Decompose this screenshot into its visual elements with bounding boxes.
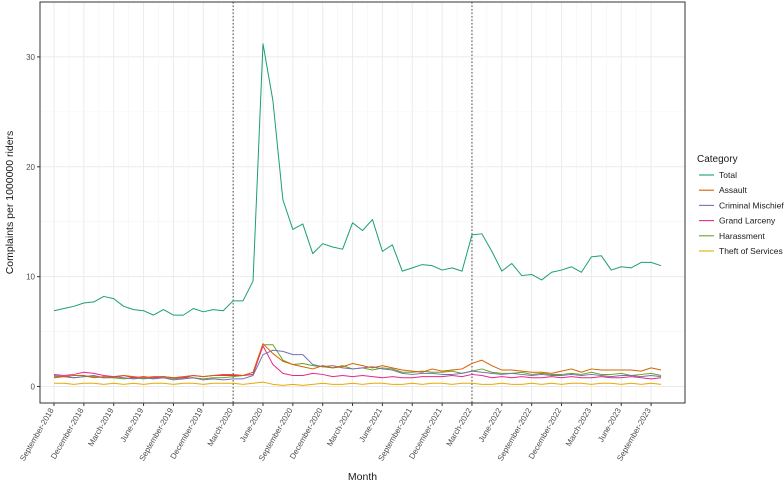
x-tick-label: June-2020	[238, 406, 265, 444]
plot-background	[40, 2, 685, 403]
x-tick-label: June-2022	[477, 406, 504, 444]
x-tick-label: March-2019	[86, 406, 115, 448]
legend-label: Harassment	[719, 231, 765, 241]
series-line-theft-of-services	[54, 381, 662, 386]
x-tick-label: December-2019	[169, 406, 206, 461]
legend-label: Assault	[719, 185, 748, 195]
y-axis-ticks: 0 10 20 30	[26, 53, 40, 392]
series-line-total	[53, 43, 662, 316]
x-tick-label: June-2023	[596, 406, 623, 444]
series-line-criminal-mischief	[53, 349, 662, 381]
series-lines	[53, 43, 662, 386]
legend-label: Total	[719, 170, 737, 180]
y-tick-label: 10	[26, 273, 35, 282]
legend-title: Category	[697, 154, 738, 165]
y-tick-label: 20	[26, 163, 35, 172]
x-tick-label: June-2019	[119, 406, 146, 444]
legend-label: Theft of Services	[719, 246, 783, 256]
y-axis-title: Complaints per 1000000 riders	[4, 131, 16, 275]
legend-label: Criminal Mischief	[719, 200, 784, 210]
x-tick-label: December-2021	[407, 406, 444, 461]
series-line-assault	[53, 343, 662, 379]
series-line-grand-larceny	[53, 345, 662, 380]
x-tick-label: March-2021	[325, 406, 354, 448]
reference-lines	[232, 2, 473, 403]
grid-lines	[40, 1, 685, 403]
x-tick-label: March-2023	[564, 406, 593, 448]
y-tick-label: 30	[26, 53, 35, 62]
x-tick-label: March-2020	[206, 406, 235, 448]
legend: Category Total Assault Criminal Mischief Gr…	[697, 154, 784, 256]
x-tick-label: December-2022	[527, 406, 564, 461]
x-tick-label: December-2018	[49, 406, 86, 461]
x-axis-title: Month	[348, 471, 377, 483]
legend-items: Total Assault Criminal Mischief Grand Larce…	[699, 170, 784, 256]
x-tick-label: March-2022	[445, 406, 474, 448]
x-tick-label: December-2020	[288, 406, 325, 461]
y-tick-label: 0	[31, 383, 36, 392]
plot-panel-border	[39, 1, 686, 404]
x-tick-label: June-2021	[357, 406, 384, 444]
legend-label: Grand Larceny	[719, 216, 776, 226]
